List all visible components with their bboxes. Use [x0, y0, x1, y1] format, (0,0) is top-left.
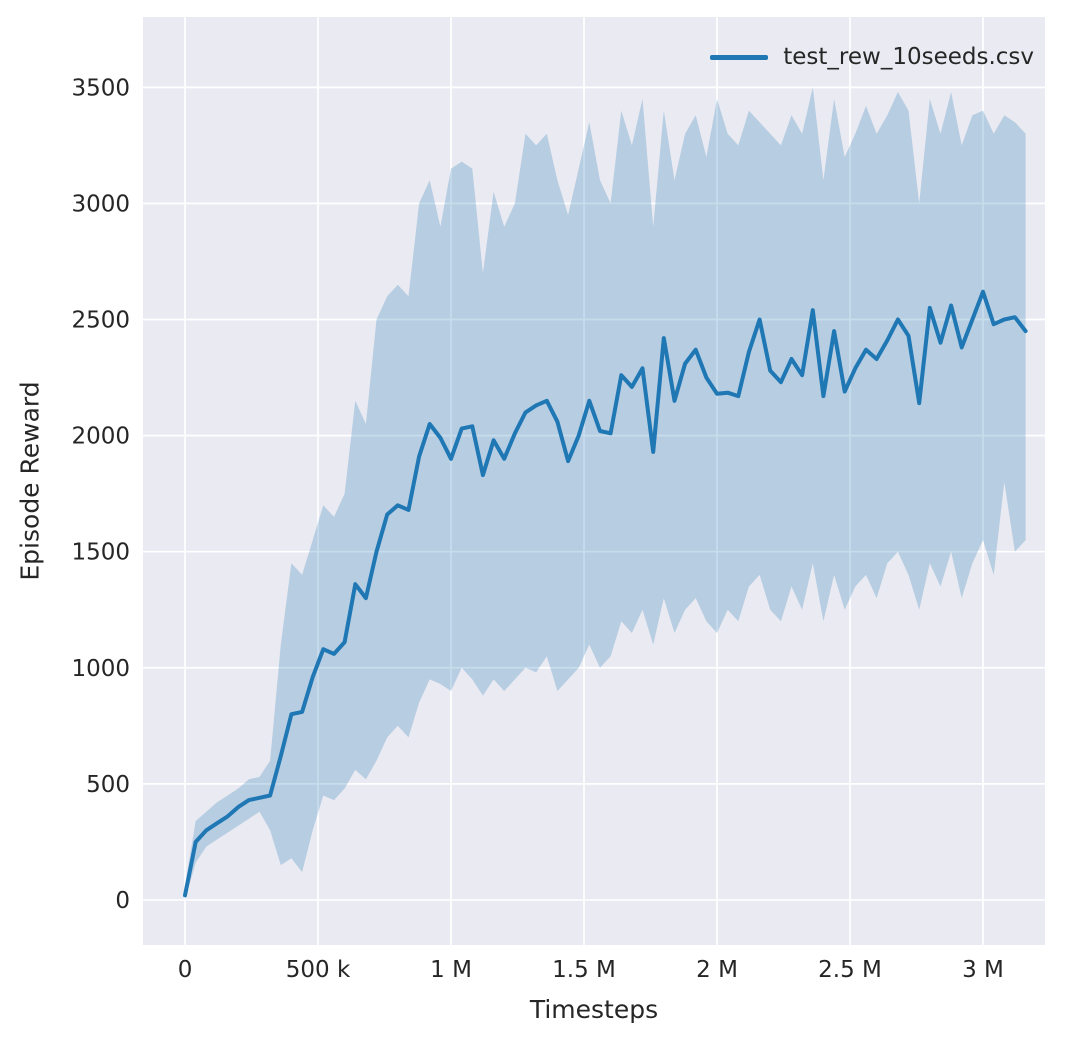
- y-tick-label: 0: [115, 888, 130, 914]
- x-tick-label: 0: [178, 957, 193, 983]
- legend: test_rew_10seeds.csv: [710, 44, 1034, 70]
- y-tick-label: 3500: [71, 75, 130, 101]
- y-tick-label: 3000: [71, 191, 130, 217]
- y-tick-label: 2500: [71, 308, 130, 334]
- legend-line-swatch: [710, 54, 769, 60]
- x-axis-label: Timesteps: [529, 995, 659, 1024]
- y-tick-label: 1000: [71, 656, 130, 682]
- y-axis-label: Episode Reward: [15, 381, 45, 581]
- series-line: [183, 289, 1028, 898]
- x-tick-label: 500 k: [286, 957, 351, 983]
- y-tick-label: 500: [86, 772, 130, 798]
- y-tick-label: 1500: [71, 540, 130, 566]
- legend-label: test_rew_10seeds.csv: [783, 44, 1034, 70]
- plot-area: [143, 17, 1045, 945]
- y-tick-label: 2000: [71, 424, 130, 450]
- x-tick-label: 2.5 M: [818, 957, 882, 983]
- confidence-band: [185, 87, 1026, 901]
- x-tick-label: 2 M: [696, 957, 738, 983]
- x-tick-label: 3 M: [962, 957, 1004, 983]
- x-tick-label: 1.5 M: [552, 957, 616, 983]
- x-tick-label: 1 M: [430, 957, 472, 983]
